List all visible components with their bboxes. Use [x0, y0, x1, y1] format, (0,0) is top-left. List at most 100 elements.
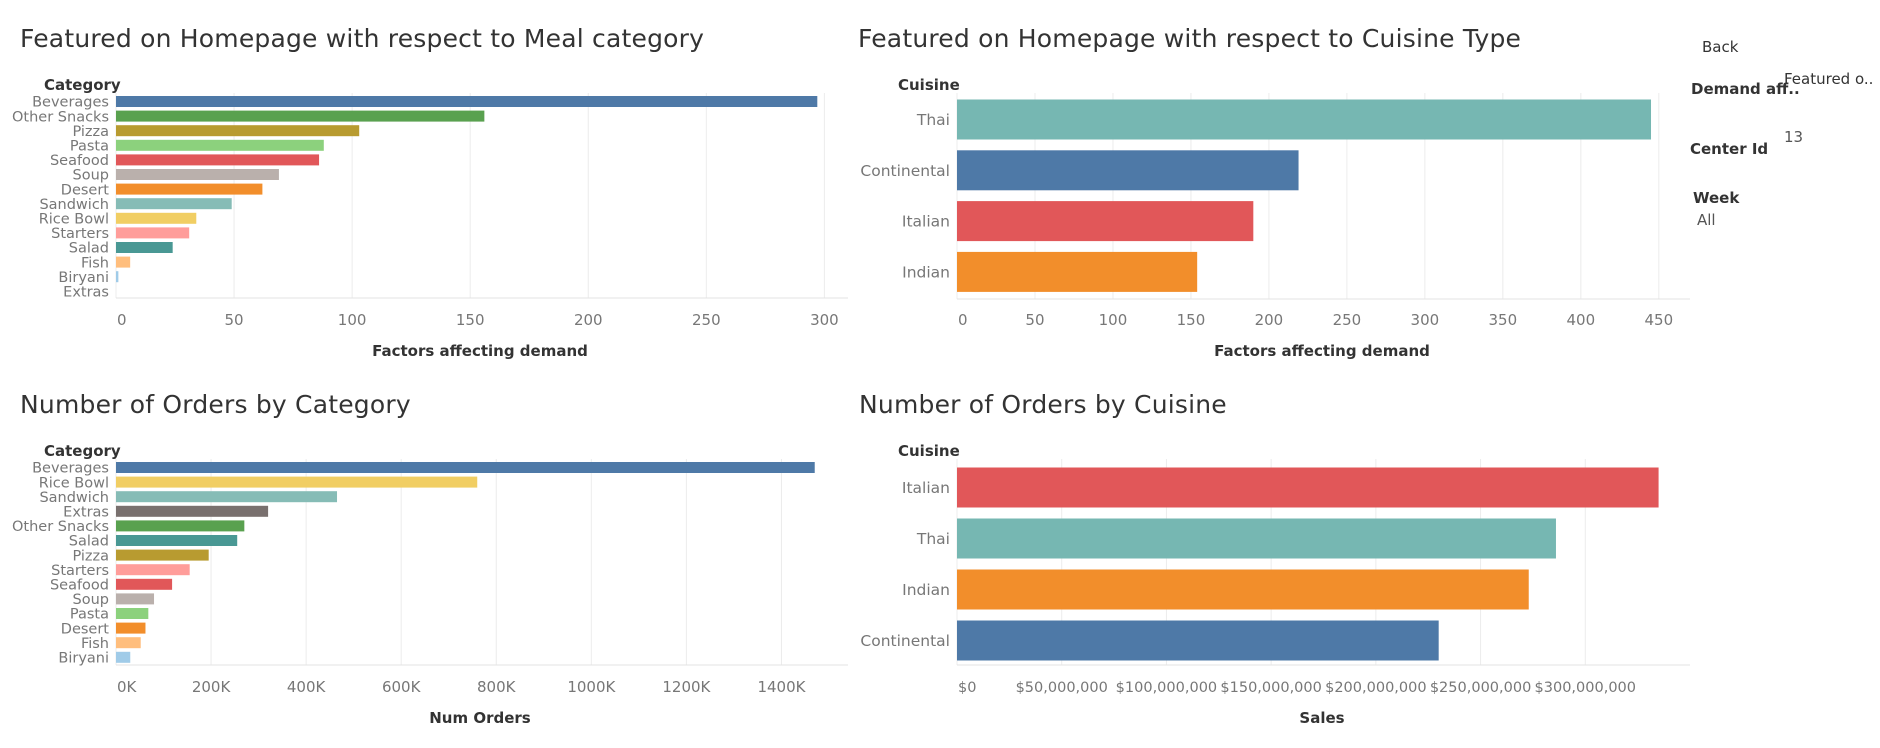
x-tick-label: $250,000,000	[1430, 680, 1531, 696]
bar-rice-bowl	[116, 212, 197, 224]
bar-desert	[116, 183, 263, 195]
x-tick-label: 50	[225, 311, 244, 329]
category-label: Seafood	[50, 578, 109, 594]
bar-extras	[116, 505, 269, 517]
x-tick-label: $300,000,000	[1535, 680, 1636, 696]
x-tick-label: 600K	[382, 678, 422, 696]
category-label: Other Snacks	[12, 109, 109, 125]
bar-starters	[116, 227, 190, 239]
x-tick-label: 300	[810, 311, 839, 329]
week-filter-label[interactable]: Week	[1693, 189, 1740, 207]
category-label: Beverages	[32, 461, 109, 477]
bar-seafood	[116, 578, 173, 590]
week-filter-value[interactable]: All	[1697, 211, 1716, 229]
y-axis-header: Cuisine	[898, 76, 960, 94]
x-axis-title: Sales	[1299, 709, 1344, 727]
demand-affecting-legend-label: Demand aff..	[1691, 80, 1800, 98]
category-label: Continental	[860, 162, 950, 180]
bar-continental	[957, 620, 1439, 661]
back-button[interactable]: Back	[1702, 38, 1739, 56]
x-tick-label: $50,000,000	[1016, 680, 1108, 696]
category-label: Seafood	[50, 153, 109, 169]
bar-seafood	[116, 154, 320, 166]
category-label: Starters	[51, 226, 109, 242]
category-label: Continental	[860, 632, 950, 650]
x-tick-label: 1400K	[757, 678, 806, 696]
category-label: Biryani	[58, 270, 109, 286]
bar-salad	[116, 242, 173, 253]
x-axis-title: Factors affecting demand	[372, 342, 588, 360]
x-tick-label: 50	[1025, 311, 1044, 329]
x-tick-label: 250	[692, 311, 721, 329]
bar-italian	[957, 201, 1254, 242]
x-tick-label: 400K	[287, 678, 327, 696]
chart-title-orders-category: Number of Orders by Category	[20, 390, 411, 419]
x-axis-title: Factors affecting demand	[1214, 342, 1430, 360]
category-label: Biryani	[58, 651, 109, 667]
category-label: Soup	[73, 592, 109, 608]
x-axis-title: Num Orders	[429, 709, 531, 727]
category-label: Beverages	[32, 95, 109, 111]
x-tick-label: 200	[574, 311, 603, 329]
category-label: Soup	[73, 168, 109, 184]
category-label: Pizza	[72, 548, 109, 564]
x-tick-label: 0	[117, 311, 127, 329]
category-label: Sandwich	[39, 197, 109, 213]
bar-pizza	[116, 125, 360, 137]
center-id-filter-label[interactable]: Center Id	[1690, 140, 1769, 158]
bar-desert	[116, 622, 146, 634]
category-label: Rice Bowl	[39, 212, 109, 228]
category-label: Extras	[63, 285, 109, 301]
x-tick-label: $200,000,000	[1325, 680, 1426, 696]
x-tick-label: 400	[1567, 311, 1596, 329]
bar-sandwich	[116, 491, 338, 503]
category-label: Fish	[81, 255, 109, 271]
y-axis-header: Category	[44, 442, 121, 460]
category-label: Extras	[63, 505, 109, 521]
bar-fish	[116, 256, 131, 268]
bar-indian	[957, 251, 1198, 292]
bar-rice-bowl	[116, 476, 478, 488]
category-label: Thai	[916, 111, 950, 129]
x-tick-label: 1000K	[567, 678, 616, 696]
category-label: Other Snacks	[12, 519, 109, 535]
category-label: Salad	[69, 534, 109, 550]
bar-soup	[116, 593, 155, 605]
chart-title-cuisine-type: Featured on Homepage with respect to Cui…	[858, 24, 1522, 53]
x-tick-label: 0	[958, 311, 968, 329]
x-tick-label: 150	[456, 311, 485, 329]
category-label: Desert	[61, 621, 110, 637]
bar-thai	[957, 99, 1652, 140]
x-tick-label: 200K	[192, 678, 232, 696]
x-tick-label: 250	[1333, 311, 1362, 329]
bar-biryani	[116, 651, 131, 663]
x-tick-label: 150	[1177, 311, 1206, 329]
bar-biryani	[116, 271, 119, 283]
x-tick-label: 0K	[117, 678, 138, 696]
x-tick-label: 100	[338, 311, 367, 329]
bar-starters	[116, 564, 190, 576]
y-axis-header: Cuisine	[898, 442, 960, 460]
bar-other-snacks	[116, 520, 245, 532]
chart-title-meal-category: Featured on Homepage with respect to Mea…	[20, 24, 705, 53]
category-label: Desert	[61, 182, 110, 198]
category-label: Pizza	[72, 124, 109, 140]
x-tick-label: 200	[1255, 311, 1284, 329]
bar-soup	[116, 169, 279, 180]
bar-pasta	[116, 608, 149, 619]
category-label: Italian	[902, 213, 950, 231]
bar-indian	[957, 569, 1529, 610]
bar-continental	[957, 150, 1299, 191]
bar-salad	[116, 535, 238, 546]
chart-title-orders-cuisine: Number of Orders by Cuisine	[859, 390, 1227, 419]
category-label: Fish	[81, 636, 109, 652]
x-tick-label: 300	[1411, 311, 1440, 329]
x-tick-label: 100	[1099, 311, 1128, 329]
category-label: Indian	[902, 263, 950, 281]
featured-on-homepage-label: Featured o..	[1784, 70, 1874, 88]
category-label: Salad	[69, 241, 109, 257]
category-label: Rice Bowl	[39, 475, 109, 491]
x-tick-label: $150,000,000	[1220, 680, 1321, 696]
bar-italian	[957, 467, 1659, 508]
